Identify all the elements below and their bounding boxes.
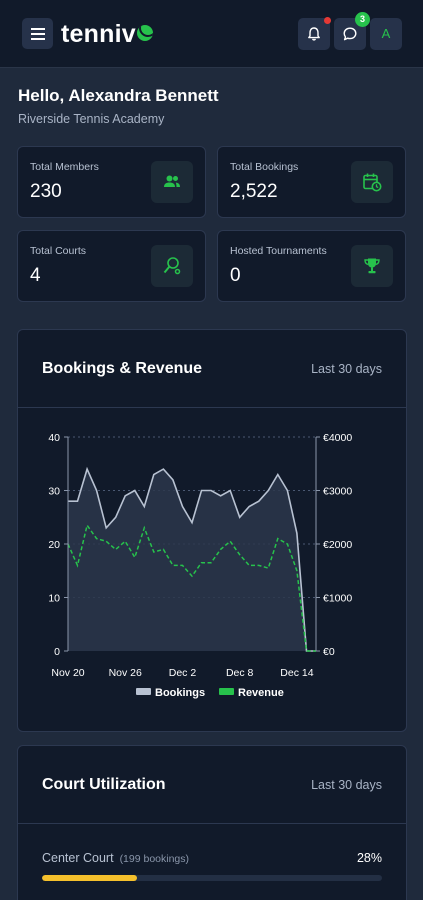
messages-count-badge: 3	[355, 12, 370, 27]
y-right-tick-label: €0	[323, 646, 335, 658]
y-left-tick-label: 10	[48, 593, 60, 605]
chat-bubble-icon	[343, 27, 357, 41]
trophy-icon	[364, 258, 380, 274]
court-row-name: Center Court (199 bookings)	[42, 851, 189, 865]
card-divider	[18, 407, 406, 408]
y-left-tick-label: 30	[48, 486, 60, 498]
y-right-tick-label: €3000	[323, 486, 352, 498]
card-title: Bookings & Revenue	[42, 360, 203, 377]
stat-card-hosted-tournaments: Hosted Tournaments 0	[217, 230, 406, 302]
stat-value: 4	[30, 265, 41, 286]
stat-value: 2,522	[230, 181, 278, 202]
greeting-title: Hello, Alexandra Bennett	[18, 86, 219, 105]
academy-name: Riverside Tennis Academy	[18, 112, 165, 126]
y-left-tick-label: 40	[48, 432, 60, 444]
stat-label: Total Members	[30, 161, 99, 173]
court-utilization-percent: 28%	[356, 851, 382, 865]
x-tick-label: Nov 20	[51, 667, 84, 679]
x-tick-label: Nov 26	[109, 667, 142, 679]
notification-alert-dot	[324, 17, 331, 24]
revenue-series-line	[67, 523, 316, 652]
stat-label: Hosted Tournaments	[230, 245, 327, 257]
tennis-racket-icon	[163, 257, 181, 275]
bookings-revenue-chart: 0 €0 10 €1000 20 €2000 30 €3000 40 €4000 Nov 20 Nov…	[48, 432, 352, 699]
x-tick-label: Dec 14	[280, 667, 313, 679]
user-avatar[interactable]: A	[370, 18, 402, 50]
stat-card-total-courts: Total Courts 4	[17, 230, 206, 302]
stat-card-total-bookings: Total Bookings 2,522	[217, 146, 406, 218]
card-divider	[18, 823, 406, 824]
y-left-tick-label: 0	[54, 646, 60, 658]
calendar-clock-icon	[363, 173, 382, 192]
stat-icon-box	[151, 245, 193, 287]
stat-icon-box	[351, 245, 393, 287]
legend-label-revenue[interactable]: Revenue	[238, 687, 284, 699]
menu-button[interactable]	[22, 18, 53, 49]
legend-label-bookings[interactable]: Bookings	[155, 687, 205, 699]
utilization-progress-track	[42, 875, 382, 881]
bookings-series-line	[68, 466, 316, 652]
stat-value: 230	[30, 181, 62, 202]
y-right-tick-label: €2000	[323, 539, 352, 551]
legend-swatch-revenue	[219, 688, 234, 695]
bookings-area	[68, 469, 316, 651]
stat-card-total-members: Total Members 230	[17, 146, 206, 218]
brand-text: tenniv	[61, 20, 136, 48]
hamburger-icon	[30, 27, 45, 40]
notifications-button[interactable]	[298, 17, 331, 50]
stat-icon-box	[351, 161, 393, 203]
top-navbar: tenniv 3 A	[0, 0, 423, 68]
y-right-tick-label: €1000	[323, 593, 352, 605]
y-left-tick-label: 20	[48, 539, 60, 551]
stat-label: Total Courts	[30, 245, 87, 257]
stat-value: 0	[230, 265, 241, 286]
y-right-tick-label: €4000	[323, 432, 352, 444]
court-bookings-count: (199 bookings)	[119, 853, 190, 865]
date-range-label[interactable]: Last 30 days	[311, 362, 382, 376]
x-tick-label: Dec 2	[169, 667, 197, 679]
tennis-ball-icon	[136, 25, 153, 41]
stat-icon-box	[151, 161, 193, 203]
stat-label: Total Bookings	[230, 161, 299, 173]
court-utilization-card: Court Utilization Last 30 days Center Co…	[17, 745, 407, 900]
brand-logo[interactable]: tenniv	[61, 19, 153, 49]
legend-swatch-bookings	[136, 688, 151, 695]
court-name: Center Court	[42, 851, 114, 865]
bell-icon	[308, 27, 320, 41]
messages-button[interactable]: 3	[334, 12, 370, 50]
members-icon	[164, 175, 180, 187]
card-title: Court Utilization	[42, 776, 166, 793]
bookings-revenue-card: Bookings & Revenue Last 30 days 0 €0 10 €10…	[17, 329, 407, 732]
date-range-label[interactable]: Last 30 days	[311, 778, 382, 792]
x-tick-label: Dec 8	[226, 667, 254, 679]
utilization-progress-fill	[42, 875, 138, 881]
